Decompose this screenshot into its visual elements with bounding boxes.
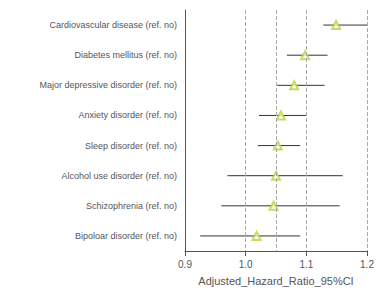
svg-text:1.2: 1.2 xyxy=(360,259,374,270)
svg-text:Bipoloar disorder (ref. no): Bipoloar disorder (ref. no) xyxy=(75,231,177,241)
svg-text:1.0: 1.0 xyxy=(239,259,253,270)
svg-text:Adjusted_Hazard_Ratio_95%CI: Adjusted_Hazard_Ratio_95%CI xyxy=(198,275,353,287)
svg-text:Schizophrenia (ref. no): Schizophrenia (ref. no) xyxy=(86,201,177,211)
svg-text:Anxiety disorder (ref. no): Anxiety disorder (ref. no) xyxy=(78,110,177,120)
svg-text:1.1: 1.1 xyxy=(299,259,313,270)
svg-text:0.9: 0.9 xyxy=(178,259,192,270)
svg-text:Cardiovascular disease (ref. n: Cardiovascular disease (ref. no) xyxy=(49,20,177,30)
svg-text:Diabetes mellitus (ref. no): Diabetes mellitus (ref. no) xyxy=(74,50,177,60)
svg-text:Major depressive disorder (ref: Major depressive disorder (ref. no) xyxy=(39,80,177,90)
svg-text:Alcohol use disorder (ref. no): Alcohol use disorder (ref. no) xyxy=(61,171,177,181)
svg-text:Sleep disorder (ref. no): Sleep disorder (ref. no) xyxy=(85,141,177,151)
